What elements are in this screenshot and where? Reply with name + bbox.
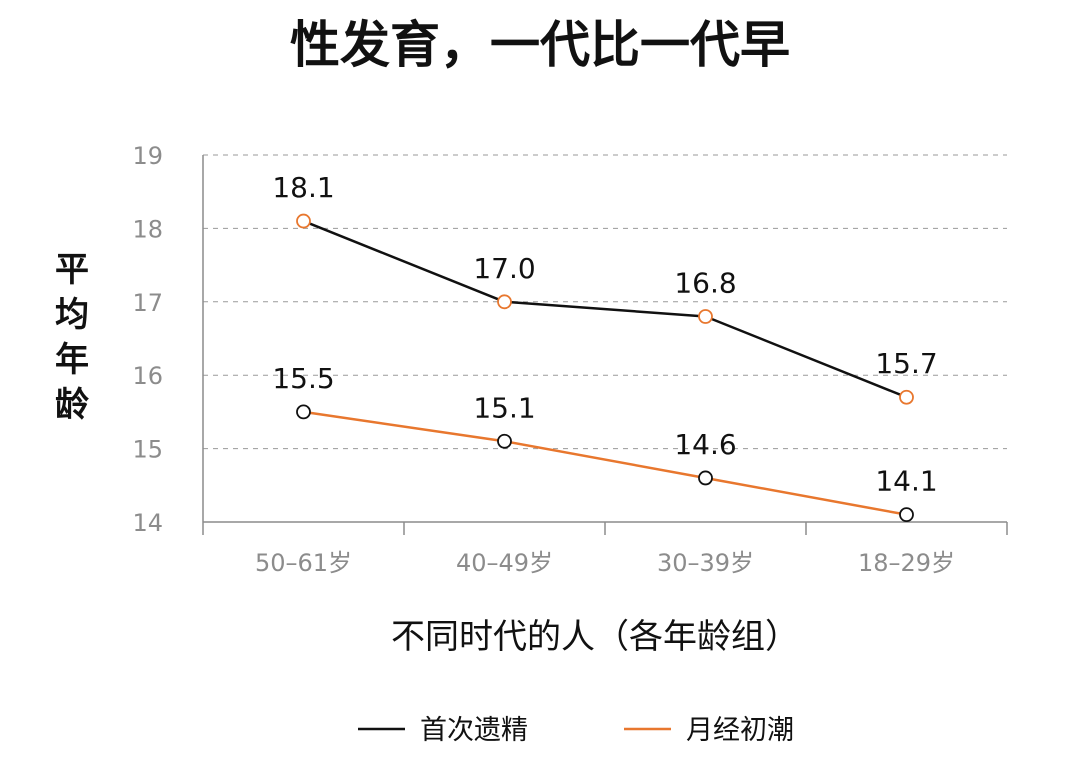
x-tick-label: 18–29岁	[858, 549, 955, 577]
y-axis-label: 平均年龄	[55, 250, 89, 425]
data-label: 15.1	[473, 391, 535, 424]
data-label: 16.8	[674, 266, 736, 299]
y-tick-15: 15	[132, 436, 163, 464]
gridlines	[203, 154, 1007, 450]
legend-label: 首次遗精	[420, 715, 528, 746]
series-line-1	[303, 410, 907, 516]
data-labels: 18.1 17.0 16.8 15.7 15.5 15.1 14.6 14.1	[272, 171, 937, 498]
y-tick-14: 14	[132, 509, 163, 537]
data-label: 17.0	[473, 252, 535, 285]
x-tick-label: 30–39岁	[657, 549, 754, 577]
y-tick-18: 18	[132, 215, 163, 243]
data-point	[899, 389, 914, 405]
data-label: 15.7	[875, 347, 937, 380]
y-tick-16: 16	[132, 362, 163, 390]
data-point	[698, 309, 713, 324]
data-label: 14.1	[875, 465, 937, 498]
y-tick-labels: 14 15 16 17 18 19	[132, 142, 163, 537]
axes	[202, 155, 1008, 535]
chart-title: 性发育，一代比一代早	[290, 16, 790, 74]
x-tick-labels: 50–61岁 40–49岁 30–39岁 18–29岁	[255, 549, 955, 577]
series	[296, 213, 914, 523]
y-tick-17: 17	[132, 289, 163, 317]
data-point	[296, 213, 311, 229]
data-label: 18.1	[272, 171, 334, 204]
data-label: 15.5	[272, 362, 334, 395]
data-point	[899, 507, 914, 523]
data-point	[497, 433, 512, 449]
data-point	[497, 294, 512, 310]
y-tick-19: 19	[132, 142, 163, 170]
x-tick-label: 40–49岁	[456, 549, 553, 577]
x-tick-label: 50–61岁	[255, 549, 352, 577]
legend-label: 月经初潮	[686, 715, 794, 746]
series-line-0	[303, 219, 907, 399]
data-point	[296, 404, 311, 420]
x-axis-label: 不同时代的人（各年龄组）	[391, 617, 799, 657]
data-point	[698, 470, 713, 486]
legend: 首次遗精 月经初潮	[358, 715, 794, 746]
data-label: 14.6	[674, 428, 736, 461]
